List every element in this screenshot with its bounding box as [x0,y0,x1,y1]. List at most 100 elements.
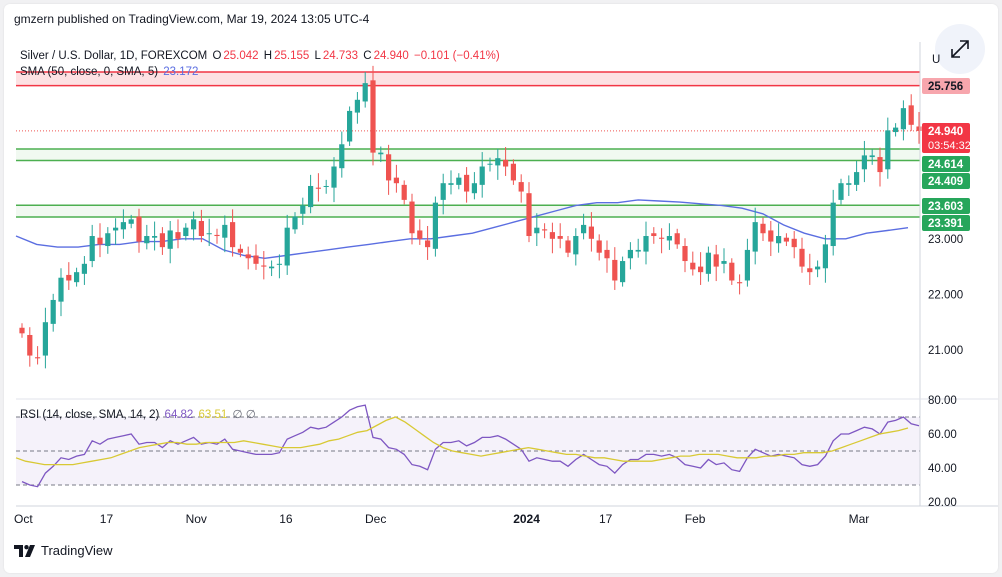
price-label-5: 23.391 [928,218,964,230]
candle-body-41 [339,144,345,169]
candle-body-52 [425,240,431,248]
candle-body-62 [503,159,509,167]
brand-name: TradingView [41,543,113,558]
candle-body-11 [105,233,111,247]
price-label-2: 24.614 [928,159,964,171]
candle-body-95 [760,223,766,234]
rsi-pane [15,404,920,488]
high-label: H [263,50,273,62]
candle-body-27 [230,222,236,248]
candle-body-28 [237,248,243,253]
candle-body-98 [783,237,789,242]
price-zones [16,71,920,218]
zone-support-2 [16,205,920,218]
candle-body-103 [822,244,828,269]
open-value: 25.042 [223,50,259,62]
time-tick-7: Feb [685,512,706,526]
rsi-label: RSI (14, close, SMA, 14, 2) [20,409,160,421]
candle-body-61 [495,158,501,166]
candle-body-14 [128,219,134,224]
candle-body-106 [846,183,852,185]
candle-body-16 [144,236,150,244]
candle-body-21 [183,227,189,237]
candle-body-67 [542,229,548,231]
candle-body-79 [635,249,641,252]
candle-body-57 [464,174,470,192]
candle-body-36 [300,205,306,214]
candle-body-4 [50,299,56,324]
candle-body-23 [198,221,204,237]
candle-body-12 [113,227,119,231]
price-label-3: 24.409 [928,176,963,188]
price-label-bg-4 [922,198,970,214]
zone-resistance-0 [16,72,920,86]
candle-body-1 [27,334,33,356]
candle-body-69 [557,236,563,239]
candle-body-70 [565,240,571,253]
price-tick-1: 22.000 [928,289,963,301]
candle-body-47 [386,154,392,181]
sma-value: 23.172 [163,66,199,78]
candle-body-77 [620,261,626,283]
rsi-ma-value: 63.51 [198,409,228,421]
candle-body-48 [393,177,399,184]
candle-body-31 [261,265,267,267]
rsi-tick-2: 40.00 [928,463,957,475]
candle-body-22 [191,219,197,230]
candle-body-93 [744,249,750,281]
candle-body-105 [838,183,844,200]
candle-body-5 [58,277,64,302]
candle-body-80 [643,236,649,252]
candle-body-83 [666,236,672,241]
candle-body-63 [510,163,516,181]
rsi-tick-0: 80.00 [928,395,957,407]
candle-body-84 [674,233,680,245]
time-tick-1: 17 [100,512,114,526]
tradingview-brand[interactable]: TradingView [14,543,113,558]
candle-body-19 [167,230,173,249]
candle-body-29 [245,254,251,259]
candle-body-37 [308,185,314,208]
price-tick-0: 21.000 [928,345,963,357]
candle-body-94 [752,222,758,252]
candle-body-35 [292,216,298,230]
candle-body-110 [877,157,883,173]
candle-body-38 [315,187,321,189]
expand-button[interactable] [935,24,985,74]
candle-body-56 [456,177,462,185]
candle-body-10 [97,237,103,245]
candle-body-99 [791,238,797,248]
candle-body-0 [19,327,25,334]
candle-body-91 [729,262,735,281]
candle-body-60 [487,163,493,165]
time-tick-0: Oct [14,512,33,526]
candle-body-39 [323,185,329,187]
candle-body-65 [526,193,532,237]
candle-body-46 [378,152,384,155]
candle-body-114 [908,105,914,125]
candle-body-25 [214,234,220,237]
close-label: C [363,50,372,62]
candle-body-97 [776,236,782,244]
price-label-bg-3 [922,173,970,189]
candle-body-68 [549,232,555,239]
candle-body-87 [698,266,704,273]
candle-body-6 [66,274,72,281]
candle-body-78 [627,249,633,259]
candle-body-40 [331,166,337,188]
chart-frame [4,4,998,573]
candle-body-71 [573,236,579,255]
price-label-bg-2 [922,156,970,172]
candle-body-18 [159,233,165,248]
candle-body-45 [370,80,376,153]
tradingview-logo-icon [14,544,35,557]
symbol-legend: Silver / U.S. Dollar, 1D, FOREXCOM O 25.0… [20,50,502,62]
time-tick-5: 2024 [513,512,540,526]
candle-body-49 [401,184,407,200]
candle-body-55 [448,183,454,185]
candle-body-76 [612,259,618,281]
candle-body-74 [596,240,602,253]
rsi-legend: RSI (14, close, SMA, 14, 2) 64.82 63.51 … [20,407,258,421]
rsi-tick-3: 20.00 [928,497,957,509]
